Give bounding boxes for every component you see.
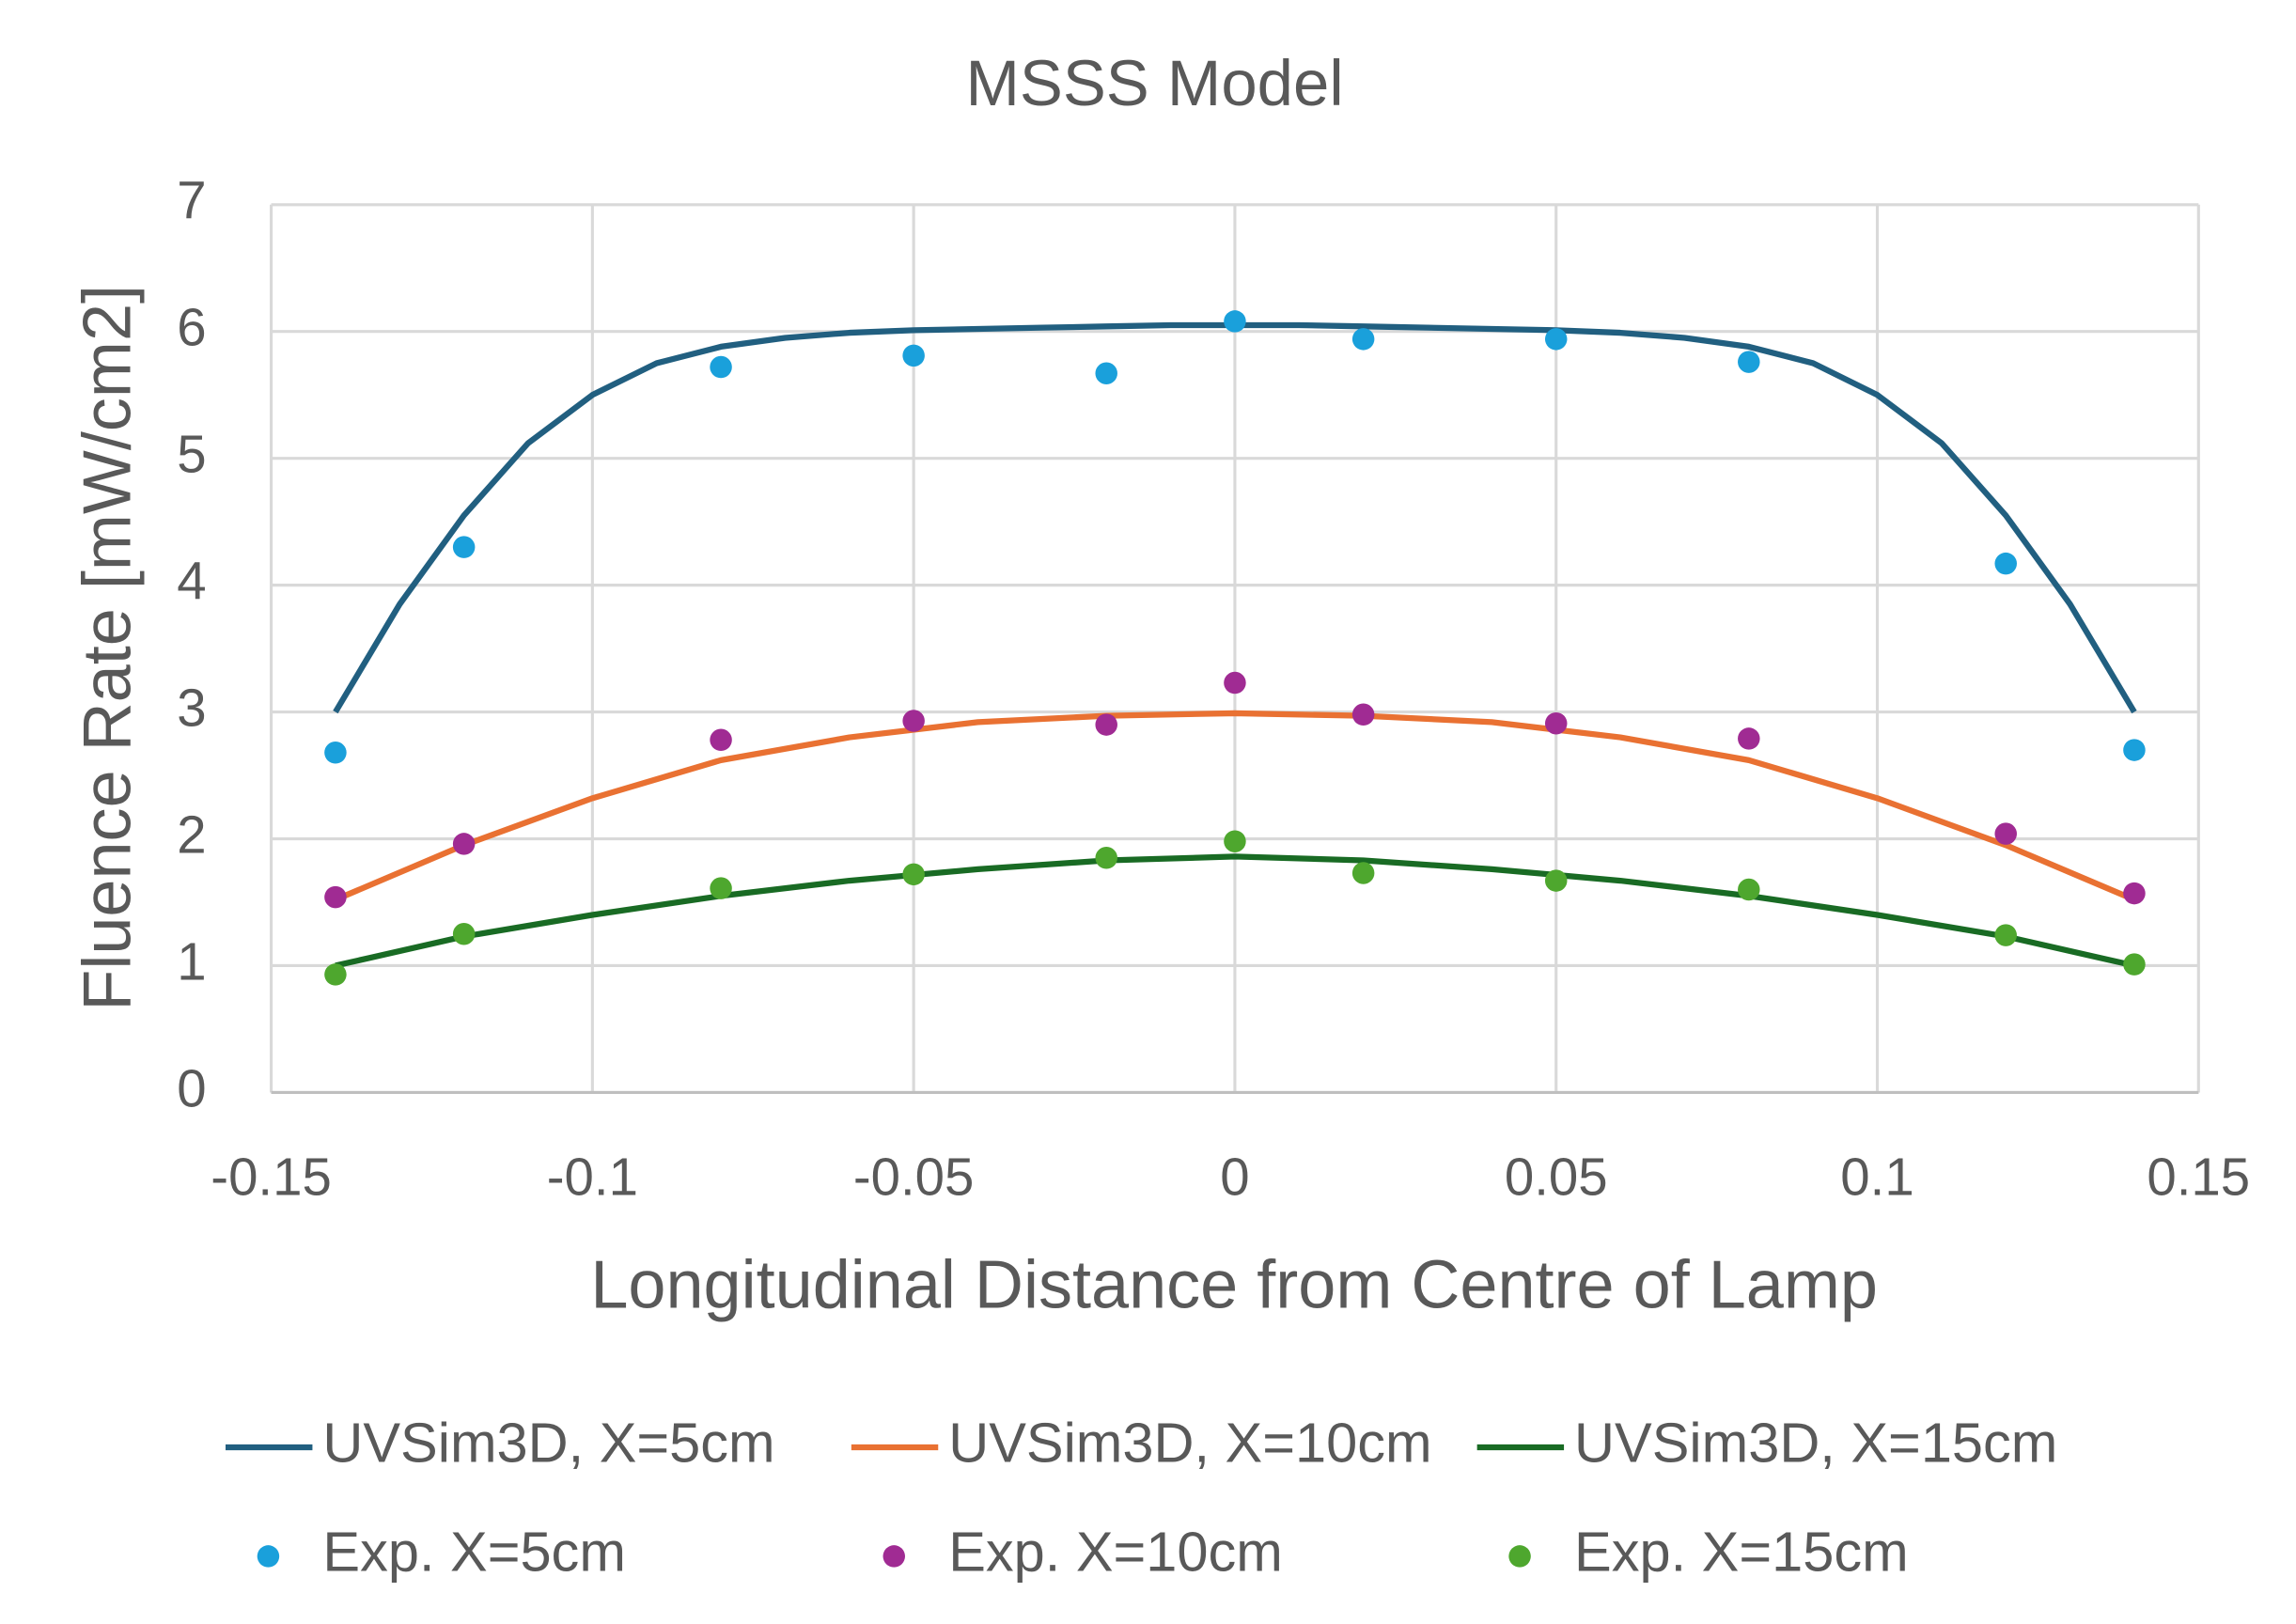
data-point xyxy=(324,742,347,764)
data-point xyxy=(902,863,925,886)
legend-label: Exp. X=15cm xyxy=(1574,1521,1909,1584)
x-tick-label: 0.15 xyxy=(2147,1147,2250,1206)
data-point xyxy=(452,833,476,855)
x-tick-label: 0.1 xyxy=(1840,1147,1913,1206)
data-point xyxy=(1095,713,1117,736)
data-point xyxy=(1224,671,1246,695)
y-tick-label: 2 xyxy=(177,804,206,864)
data-point xyxy=(1994,822,2017,845)
data-point xyxy=(710,877,732,899)
y-tick-label: 1 xyxy=(177,931,206,991)
series-line xyxy=(335,853,2135,969)
x-axis-title: Longitudinal Distance from Centre of Lam… xyxy=(590,1247,1878,1322)
y-tick-label: 3 xyxy=(177,678,206,737)
chart-title: MSSS Model xyxy=(965,47,1343,119)
data-point xyxy=(2123,953,2146,976)
data-point xyxy=(902,344,925,367)
data-point xyxy=(1544,869,1568,892)
data-point xyxy=(1351,703,1375,726)
data-point xyxy=(1994,552,2017,575)
legend-label: UVSim3D, X=10cm xyxy=(948,1412,1431,1475)
x-tick-label: 0.05 xyxy=(1505,1147,1608,1206)
data-point xyxy=(1738,878,1760,901)
data-point xyxy=(2123,882,2146,905)
x-tick-label: -0.1 xyxy=(547,1147,638,1206)
data-point xyxy=(1095,362,1117,385)
y-axis-title: Fluence Rate [mW/cm2] xyxy=(70,285,145,1011)
data-point xyxy=(710,728,732,752)
data-point xyxy=(1224,310,1246,333)
legend-label: UVSim3D, X=5cm xyxy=(322,1412,774,1475)
y-tick-label: 4 xyxy=(177,552,206,611)
data-point xyxy=(1095,847,1117,869)
legend-label: UVSim3D, X=15cm xyxy=(1574,1412,2057,1475)
data-point xyxy=(324,885,347,909)
data-point xyxy=(1738,727,1760,750)
data-point xyxy=(1544,711,1568,735)
data-point xyxy=(1994,924,2017,946)
y-tick-label: 0 xyxy=(177,1058,206,1117)
legend-swatch xyxy=(882,1545,906,1568)
legend-swatch xyxy=(1508,1545,1531,1568)
data-point xyxy=(1544,328,1568,351)
data-point xyxy=(1351,862,1375,884)
y-tick-label: 5 xyxy=(177,425,206,484)
legend-swatch xyxy=(257,1545,280,1568)
series-line xyxy=(334,710,2136,903)
data-point xyxy=(452,923,476,945)
data-point xyxy=(1224,830,1246,852)
data-point xyxy=(902,710,925,732)
data-point xyxy=(1351,328,1375,351)
data-point xyxy=(1738,351,1760,373)
data-point xyxy=(710,355,732,379)
x-tick-label: -0.05 xyxy=(853,1147,975,1206)
x-tick-label: 0 xyxy=(1220,1147,1249,1206)
data-point xyxy=(324,963,347,986)
data-point xyxy=(452,536,476,558)
y-tick-label: 6 xyxy=(177,298,206,357)
legend-label: Exp. X=5cm xyxy=(322,1521,626,1584)
x-tick-label: -0.15 xyxy=(211,1147,332,1206)
legend-label: Exp. X=10cm xyxy=(948,1521,1283,1584)
data-point xyxy=(2123,739,2146,761)
y-tick-label: 7 xyxy=(177,171,206,230)
